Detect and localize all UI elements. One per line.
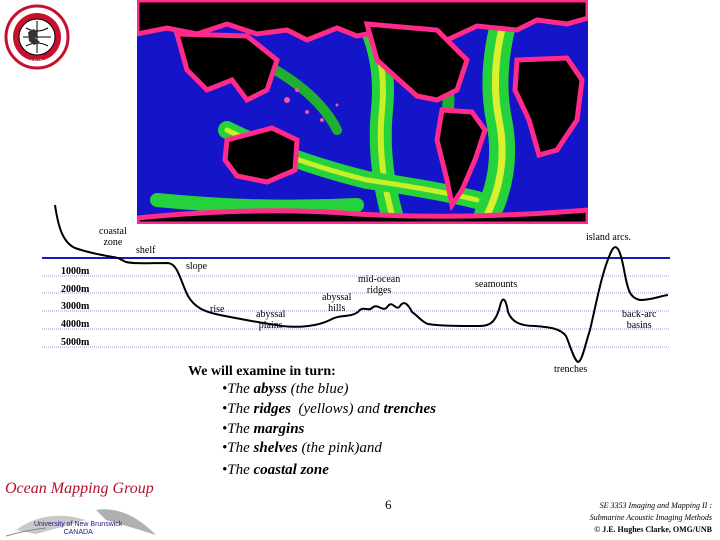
- bullet-suffix: (the pink)and: [297, 440, 382, 456]
- label-trenches: trenches: [554, 364, 588, 375]
- label-back-arc-basins: back-arc basins: [622, 309, 657, 331]
- course-title: SE 3353 Imaging and Mapping II :: [599, 501, 712, 510]
- bullet-keyword: margins: [253, 421, 305, 437]
- course-subtitle: Submarine Acoustic Imaging Methods: [589, 513, 712, 522]
- label-rise: rise: [210, 304, 225, 315]
- label-abyssal-plains: abyssal plains: [256, 309, 286, 331]
- depth-label-3000: 3000m: [61, 301, 90, 312]
- bullet-prefix: •The: [222, 401, 254, 417]
- bullet-suffix: (the blue): [286, 381, 349, 397]
- course-credit: SE 3353 Imaging and Mapping II : Submari…: [590, 500, 712, 536]
- university-name: University of New Brunswick: [34, 521, 123, 528]
- unb-feather-logo: [6, 509, 156, 537]
- logo-bottom-text: UNB: [31, 60, 44, 66]
- bullet-ridges: •The ridges (yellows) and trenches: [222, 401, 436, 418]
- bullet-prefix: •The: [222, 381, 254, 397]
- bullet-coastal-zone: •The coastal zone: [222, 462, 329, 479]
- depth-label-1000: 1000m: [61, 266, 90, 277]
- global-bathymetry-map: [137, 0, 588, 224]
- unb-geomatics-logo: UNB: [4, 4, 70, 70]
- bullet-abyss: •The abyss (the blue): [222, 381, 349, 398]
- label-coastal-zone: coastal zone: [99, 226, 127, 248]
- bullet-prefix: •The: [222, 462, 254, 478]
- bathymetric-profile: [42, 204, 670, 364]
- label-abyssal-hills: abyssal hills: [322, 292, 352, 314]
- author-credit: © J.E. Hughes Clarke, OMG/UNB: [594, 525, 712, 534]
- page-number: 6: [385, 497, 392, 512]
- depth-label-2000: 2000m: [61, 284, 90, 295]
- depth-gridlines: [42, 275, 670, 348]
- label-island-arcs: island arcs.: [586, 232, 631, 243]
- bullet-shelves: •The shelves (the pink)and: [222, 440, 382, 457]
- bullet-prefix: •The: [222, 440, 254, 456]
- bullet-keyword: abyss: [253, 381, 287, 397]
- bullet-margins: •The margins: [222, 421, 304, 438]
- label-seamounts: seamounts: [475, 279, 518, 290]
- ocean-mapping-group-title: Ocean Mapping Group: [5, 480, 154, 497]
- label-mid-ocean-ridges: mid-ocean ridges: [358, 274, 401, 296]
- depth-label-4000: 4000m: [61, 319, 90, 330]
- seafloor-profile-line: [54, 204, 669, 364]
- intro-heading: We will examine in turn:: [188, 364, 336, 379]
- university-text: University of New Brunswick CANADA: [34, 521, 122, 537]
- bullet-suffix: (yellows) and: [291, 401, 384, 417]
- bullet-keyword: shelves: [253, 440, 298, 456]
- bullet-prefix: •The: [222, 421, 254, 437]
- depth-label-5000: 5000m: [61, 337, 90, 348]
- bullet-keyword-2: trenches: [383, 401, 437, 417]
- label-slope: slope: [186, 261, 208, 272]
- bullet-keyword: ridges: [253, 401, 292, 417]
- bullet-keyword: coastal zone: [253, 462, 329, 478]
- label-shelf: shelf: [136, 245, 156, 256]
- country-name: CANADA: [63, 529, 93, 536]
